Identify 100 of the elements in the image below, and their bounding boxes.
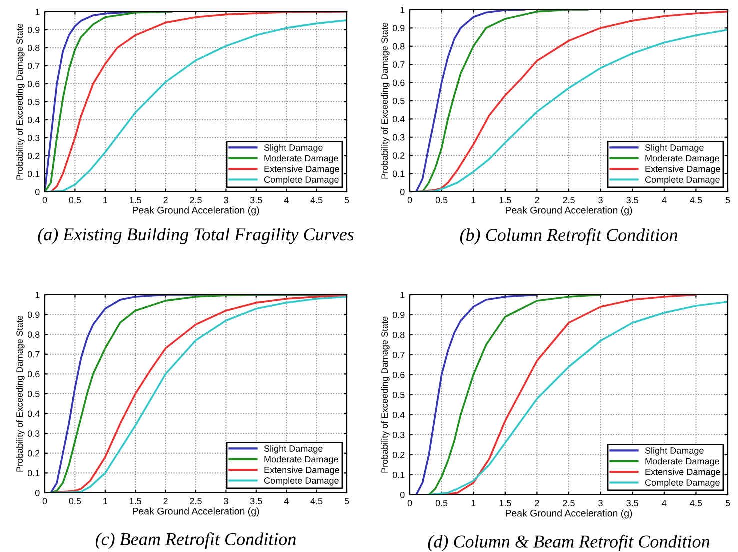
x-tick-label: 3 [224,498,228,504]
x-tick-label: 0.5 [436,500,448,506]
y-tick-label: 0.5 [392,98,405,104]
text: (a) Existing Building Total Fragility Curves [38,228,354,244]
x-tick-label: 4 [284,498,289,504]
legend-label: Slight Damage [264,144,323,153]
y-tick-label: 0.4 [28,116,40,124]
y-tick-label: 0.9 [28,26,40,34]
y-tick-label: 0.1 [28,170,40,178]
x-tick-label: 2 [164,197,168,204]
y-tick-label: 0.8 [392,43,405,50]
x-tick-label: 5 [726,197,730,204]
y-tick-label: 0.7 [28,351,40,358]
y-tick-label: 1 [36,292,40,298]
y-tick-label: 0 [35,490,40,496]
y-tick-label: 0 [400,188,405,196]
x-tick-label: 2.5 [190,197,202,204]
x-tick-label: 1.5 [130,498,142,504]
x-tick-label: 3.5 [250,197,262,204]
x-tick-label: 1 [104,498,108,504]
y-tick-label: 0.2 [28,152,40,160]
text: (d) Column & Beam Retrofit Condition [428,535,710,552]
legend-label: Complete Damage [645,176,720,185]
y-tick-label: 0.3 [28,430,40,437]
y-tick-label: 0.9 [28,312,40,318]
y-tick-label: 0.6 [392,372,405,378]
y-tick-label: 0.1 [392,170,405,178]
y-tick-label: 0.5 [28,98,40,106]
x-tick-label: 3.5 [626,500,638,506]
x-axis-title: Peak Ground Acceleration (g) [506,510,632,519]
y-tick-label: 0.3 [28,134,40,142]
y-tick-label: 0.4 [28,410,40,418]
x-tick-label: 0 [408,500,412,506]
legend-label: Extensive Damage [646,468,720,478]
y-tick-label: 0.5 [28,390,40,398]
legend-label: Moderate Damage [264,155,338,164]
y-tick-label: 0.7 [392,62,405,68]
text: (c) Beam Retrofit Condition [96,532,296,550]
x-tick-label: 4 [662,197,667,204]
x-tick-label: 2 [535,197,540,204]
x-tick-label: 0 [42,498,48,504]
x-tick-label: 1 [472,500,476,506]
y-tick-label: 1 [400,292,405,298]
x-tick-label: 0 [408,197,412,204]
x-tick-label: 2 [535,500,540,506]
line-series [415,295,538,495]
x-axis-title: Peak Ground Acceleration (g) [133,206,260,216]
y-tick-label: 0.2 [392,152,405,159]
y-tick-label: 0.8 [392,332,405,338]
x-tick-label: 4 [662,500,667,506]
legend-label: Moderate Damage [646,155,720,164]
legend-label: Extensive Damage [264,466,340,476]
y-axis-title: Probability of Exceeding Damage State [16,316,25,472]
line-series [415,10,526,192]
legend-label: Slight Damage [264,445,323,454]
y-axis-title: Probability of Exceeding Damage State [381,316,390,473]
y-tick-label: 0.4 [392,116,405,123]
x-tick-label: 1 [104,197,108,204]
line-series [428,301,728,495]
legend-label: Slight Damage [645,447,704,456]
y-axis-title: Probability of Exceeding Damage State [16,24,25,180]
x-tick-label: 1.5 [500,197,512,204]
x-tick-label: 2 [164,498,168,504]
line-series [422,10,589,192]
y-tick-label: 0.6 [392,80,405,86]
line-series [428,295,602,495]
x-tick-label: 4.5 [310,197,323,204]
x-tick-label: 3 [598,197,603,204]
x-tick-label: 5 [344,197,350,204]
x-tick-label: 1.5 [500,500,512,506]
y-tick-label: 0.7 [28,62,40,70]
x-tick-label: 4 [284,197,289,204]
x-tick-label: 4.5 [310,498,323,504]
x-tick-label: 0.5 [69,197,82,204]
y-tick-label: 0.7 [392,352,405,358]
x-tick-label: 1.5 [130,197,142,204]
x-tick-label: 4.5 [690,500,702,506]
y-tick-label: 0.4 [392,412,405,418]
y-tick-label: 0 [400,492,405,498]
y-tick-label: 0.9 [392,25,405,32]
y-tick-label: 0.1 [28,470,40,477]
x-tick-label: 2.5 [190,498,202,504]
x-tick-label: 3 [598,500,603,506]
y-tick-label: 1 [400,7,405,14]
legend-label: Complete Damage [264,477,339,486]
x-tick-label: 3 [224,197,228,204]
x-tick-label: 2.5 [563,500,575,506]
x-tick-label: 5 [726,500,730,506]
y-tick-label: 0.5 [392,392,405,398]
y-tick-label: 0.2 [28,450,40,457]
x-tick-label: 3.5 [626,197,638,204]
y-tick-label: 0.8 [28,332,40,338]
text: (b) Column Retrofit Condition [460,228,678,245]
legend-label: Moderate Damage [646,458,720,466]
x-tick-label: 1 [472,197,476,204]
y-tick-label: 0.3 [392,432,405,438]
x-tick-label: 5 [344,498,350,504]
legend-label: Extensive Damage [264,166,340,174]
legend-label: Complete Damage [645,479,720,488]
y-axis-title: Probability of Exceeding Damage State [381,22,390,179]
